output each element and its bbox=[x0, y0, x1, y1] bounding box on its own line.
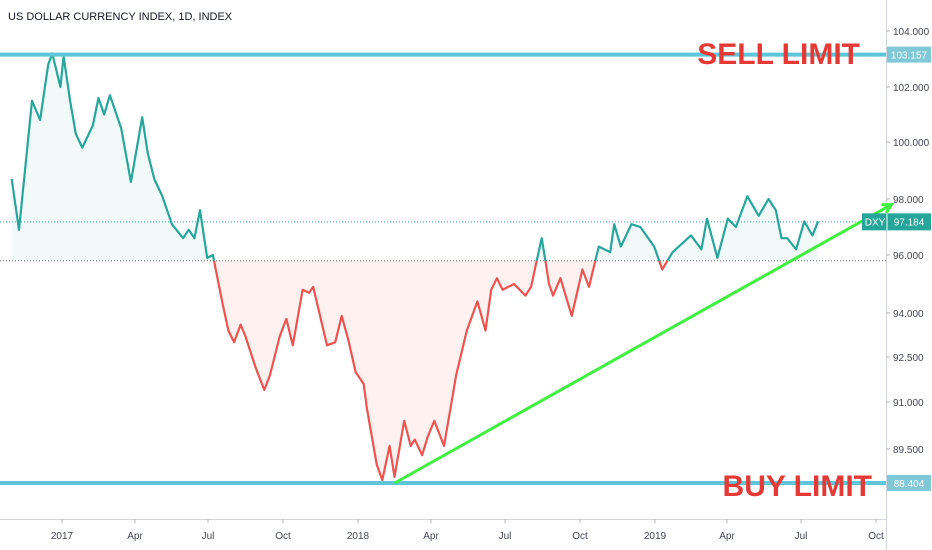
price-tick-label: 104.000 bbox=[893, 27, 930, 38]
buy-level-value: 88.404 bbox=[894, 479, 925, 490]
last-price-value: 97.184 bbox=[894, 217, 925, 228]
area-fill bbox=[11, 53, 819, 480]
trendline bbox=[393, 203, 895, 485]
buy-level-badge: 88.404 bbox=[887, 475, 931, 491]
price-axis-divider bbox=[886, 0, 887, 550]
price-tick-label: 102.000 bbox=[893, 83, 930, 94]
price-tick-label: 100.000 bbox=[893, 138, 930, 149]
buy-limit-label: BUY LIMIT bbox=[723, 470, 872, 503]
time-tick-label: Apr bbox=[423, 531, 439, 542]
area-above-baseline bbox=[667, 196, 819, 261]
line-below-baseline bbox=[544, 260, 597, 317]
price-tick-label: 92.500 bbox=[893, 353, 924, 364]
time-axis-divider bbox=[0, 519, 886, 520]
line-above-baseline bbox=[666, 195, 820, 262]
price-tick-label: 91.000 bbox=[893, 398, 924, 409]
time-tick-label: Oct bbox=[572, 531, 588, 542]
line-above-baseline bbox=[535, 237, 547, 262]
area-above-baseline bbox=[595, 224, 660, 261]
price-line bbox=[10, 52, 820, 482]
area-below-baseline bbox=[214, 260, 537, 480]
limit-lines bbox=[0, 52, 886, 485]
price-tick-label: 94.000 bbox=[893, 309, 924, 320]
time-axis[interactable]: 2017 Apr Jul Oct 2018 Apr Jul Oct 2019 Apr Jul Oct bbox=[51, 519, 884, 542]
time-tick-label: Oct bbox=[275, 531, 291, 542]
trendline-arrowhead bbox=[881, 203, 895, 214]
area-above-baseline bbox=[11, 53, 215, 261]
chart-title: US DOLLAR CURRENCY INDEX, 1D, INDEX bbox=[8, 11, 233, 23]
time-tick-label: Jul bbox=[499, 531, 512, 542]
price-tick-label: 89.500 bbox=[893, 445, 924, 456]
price-tick-label: 96.000 bbox=[893, 251, 924, 262]
line-below-baseline bbox=[658, 260, 669, 271]
time-tick-label: 2018 bbox=[347, 531, 370, 542]
symbol-label: DXY bbox=[865, 217, 886, 228]
sell-level-badge: 103.157 bbox=[887, 46, 931, 63]
line-above-baseline bbox=[10, 52, 216, 262]
time-tick-label: Oct bbox=[868, 531, 884, 542]
price-tick-label: 98.000 bbox=[893, 195, 924, 206]
time-tick-label: Apr bbox=[719, 531, 735, 542]
time-tick-label: Apr bbox=[127, 531, 143, 542]
sell-limit-label: SELL LIMIT bbox=[697, 38, 860, 71]
time-tick-label: 2017 bbox=[51, 531, 74, 542]
time-tick-label: Jul bbox=[202, 531, 215, 542]
time-tick-label: 2019 bbox=[644, 531, 667, 542]
last-price-badge: DXY 97.184 bbox=[862, 213, 931, 231]
support-trendline bbox=[393, 203, 893, 485]
time-tick-label: Jul bbox=[795, 531, 808, 542]
sell-level-value: 103.157 bbox=[891, 51, 928, 62]
price-axis[interactable]: 104.000 102.000 100.000 98.000 96.000 94.000 9… bbox=[886, 27, 930, 456]
line-below-baseline bbox=[212, 260, 538, 482]
line-above-baseline bbox=[594, 223, 661, 262]
area-below-baseline bbox=[545, 260, 596, 316]
